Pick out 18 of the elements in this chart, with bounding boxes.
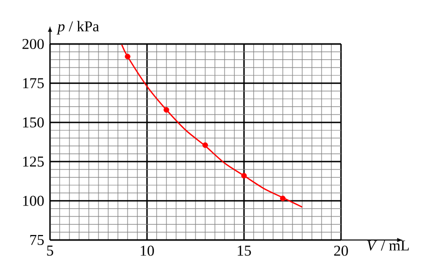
x-axis-title: V / mL	[367, 240, 409, 251]
point	[124, 54, 130, 60]
x-tick-label: 5	[47, 246, 54, 256]
y-tick-label: 150	[23, 117, 44, 128]
y-tick-label: 175	[23, 78, 44, 88]
x-tick-label: 20	[334, 246, 348, 256]
point	[241, 172, 247, 179]
point	[164, 107, 170, 113]
y-axis-title: p / kPa	[56, 20, 99, 34]
x-tick-label: 10	[140, 246, 154, 256]
y-tick-label: 75	[30, 235, 44, 245]
point	[280, 196, 286, 202]
y-tick-label: 125	[23, 156, 44, 167]
y-tick-label: 100	[23, 196, 44, 206]
y-tick-label: 200	[22, 38, 44, 50]
line-series	[121, 44, 303, 208]
point	[202, 142, 208, 148]
x-tick-label: 15	[238, 246, 251, 256]
